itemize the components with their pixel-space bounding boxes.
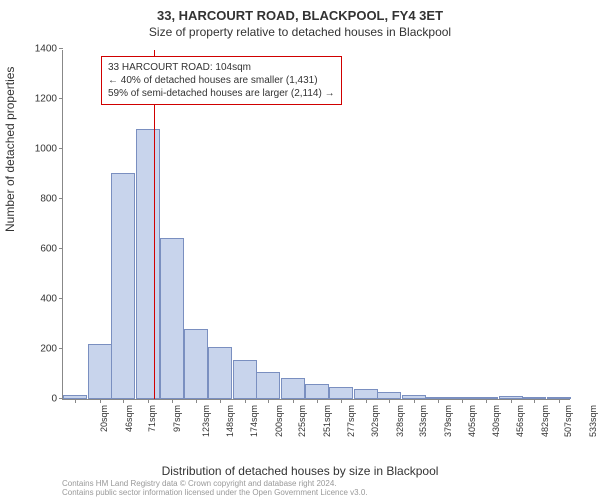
x-tick-label: 200sqm: [274, 405, 284, 437]
histogram-bar: [499, 396, 523, 399]
histogram-bar: [522, 397, 546, 399]
x-tick-mark: [534, 399, 535, 403]
histogram-bar: [305, 384, 329, 399]
x-tick-label: 302sqm: [370, 405, 380, 437]
x-tick-mark: [389, 399, 390, 403]
x-tick-mark: [366, 399, 367, 403]
histogram-bar: [63, 395, 87, 399]
x-tick-mark: [268, 399, 269, 403]
histogram-bar: [136, 129, 160, 399]
histogram-bar: [402, 395, 426, 400]
x-tick-mark: [148, 399, 149, 403]
y-tick-mark: [59, 198, 63, 199]
histogram-bar: [450, 397, 474, 399]
histogram-bar: [184, 329, 208, 399]
x-tick-label: 328sqm: [395, 405, 405, 437]
x-tick-label: 148sqm: [225, 405, 235, 437]
histogram-bar: [256, 372, 280, 399]
x-tick-label: 277sqm: [347, 405, 357, 437]
x-tick-mark: [511, 399, 512, 403]
chart-container: 33, HARCOURT ROAD, BLACKPOOL, FY4 3ET Si…: [0, 0, 600, 500]
x-tick-label: 46sqm: [124, 405, 134, 432]
x-tick-mark: [341, 399, 342, 403]
histogram-bar: [547, 397, 571, 399]
x-tick-label: 123sqm: [201, 405, 211, 437]
histogram-bar: [88, 344, 112, 399]
y-tick-mark: [59, 248, 63, 249]
callout-line1: 33 HARCOURT ROAD: 104sqm: [108, 61, 335, 74]
x-tick-label: 456sqm: [515, 405, 525, 437]
x-tick-mark: [293, 399, 294, 403]
x-tick-mark: [123, 399, 124, 403]
x-tick-mark: [414, 399, 415, 403]
header-title: 33, HARCOURT ROAD, BLACKPOOL, FY4 3ET: [0, 8, 600, 23]
y-axis-label: Number of detached properties: [3, 67, 17, 232]
x-tick-mark: [100, 399, 101, 403]
y-tick-label: 600: [40, 244, 63, 255]
y-tick-mark: [59, 298, 63, 299]
histogram-bar: [474, 397, 498, 399]
histogram-bar: [354, 389, 378, 399]
x-tick-label: 430sqm: [491, 405, 501, 437]
x-tick-label: 174sqm: [249, 405, 259, 437]
x-tick-label: 225sqm: [297, 405, 307, 437]
y-tick-label: 400: [40, 294, 63, 305]
x-tick-mark: [462, 399, 463, 403]
histogram-bar: [329, 387, 353, 400]
y-tick-label: 1400: [35, 44, 63, 55]
footer-line1: Contains HM Land Registry data © Crown c…: [62, 479, 368, 489]
x-tick-mark: [559, 399, 560, 403]
callout-line2: ← 40% of detached houses are smaller (1,…: [108, 74, 335, 87]
x-tick-mark: [245, 399, 246, 403]
x-tick-label: 97sqm: [172, 405, 182, 432]
x-tick-mark: [486, 399, 487, 403]
footer-line2: Contains public sector information licen…: [62, 488, 368, 498]
y-tick-mark: [59, 48, 63, 49]
x-tick-label: 379sqm: [443, 405, 453, 437]
x-tick-mark: [317, 399, 318, 403]
x-tick-label: 251sqm: [322, 405, 332, 437]
x-tick-label: 482sqm: [540, 405, 550, 437]
callout-box: 33 HARCOURT ROAD: 104sqm ← 40% of detach…: [101, 56, 342, 105]
y-tick-mark: [59, 348, 63, 349]
x-tick-mark: [220, 399, 221, 403]
x-tick-mark: [172, 399, 173, 403]
y-tick-label: 200: [40, 344, 63, 355]
y-tick-label: 0: [51, 394, 63, 405]
x-tick-label: 353sqm: [418, 405, 428, 437]
x-tick-label: 20sqm: [99, 405, 109, 432]
x-tick-label: 507sqm: [563, 405, 573, 437]
callout-line3: 59% of semi-detached houses are larger (…: [108, 87, 335, 100]
histogram-bar: [377, 392, 401, 399]
y-tick-label: 1200: [35, 94, 63, 105]
x-tick-label: 405sqm: [467, 405, 477, 437]
x-tick-mark: [438, 399, 439, 403]
histogram-bar: [160, 238, 184, 399]
histogram-bar: [208, 347, 232, 400]
chart-header: 33, HARCOURT ROAD, BLACKPOOL, FY4 3ET Si…: [0, 0, 600, 39]
histogram-bar: [281, 378, 305, 399]
plot-area: 33 HARCOURT ROAD: 104sqm ← 40% of detach…: [62, 50, 570, 400]
y-tick-label: 1000: [35, 144, 63, 155]
y-tick-mark: [59, 148, 63, 149]
histogram-bar: [111, 173, 135, 399]
x-tick-label: 533sqm: [588, 405, 598, 437]
x-tick-mark: [75, 399, 76, 403]
x-tick-mark: [196, 399, 197, 403]
y-tick-mark: [59, 98, 63, 99]
footer: Contains HM Land Registry data © Crown c…: [62, 479, 368, 498]
x-tick-label: 71sqm: [147, 405, 157, 432]
header-subtitle: Size of property relative to detached ho…: [0, 25, 600, 39]
x-axis-label: Distribution of detached houses by size …: [162, 464, 439, 478]
y-tick-label: 800: [40, 194, 63, 205]
histogram-bar: [233, 360, 257, 400]
histogram-bar: [426, 397, 450, 400]
